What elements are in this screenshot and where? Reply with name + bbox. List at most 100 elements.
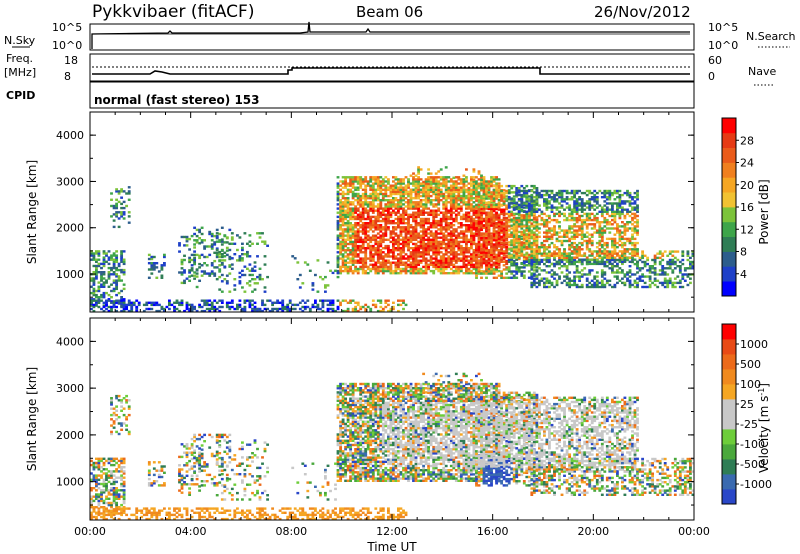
- data-cell: [354, 238, 358, 241]
- data-cell: [485, 261, 488, 264]
- data-cell: [349, 201, 353, 204]
- data-cell: [402, 207, 405, 210]
- data-cell: [404, 213, 408, 216]
- data-cell: [354, 301, 358, 304]
- data-cell: [102, 309, 106, 313]
- data-cell: [364, 194, 368, 198]
- data-cell: [359, 215, 363, 219]
- data-cell: [480, 176, 483, 179]
- data-cell: [490, 247, 493, 250]
- data-cell: [439, 265, 443, 269]
- data-cell: [545, 208, 549, 211]
- data-cell: [575, 212, 579, 216]
- data-cell: [472, 201, 476, 204]
- data-cell: [527, 204, 531, 207]
- data-cell: [344, 249, 348, 252]
- data-cell: [200, 253, 204, 257]
- data-cell: [341, 192, 345, 196]
- data-cell: [510, 272, 514, 275]
- data-cell: [268, 299, 272, 302]
- data-cell: [459, 269, 463, 273]
- data-cell: [530, 235, 534, 238]
- data-cell: [439, 178, 443, 181]
- data-cell: [349, 236, 353, 239]
- data-cell: [417, 182, 421, 185]
- data-cell: [621, 202, 624, 205]
- data-cell: [339, 219, 343, 223]
- data-cell: [490, 234, 493, 238]
- cpid-label: CPID: [6, 89, 35, 102]
- data-cell: [392, 176, 395, 179]
- data-cell: [407, 203, 410, 206]
- data-cell: [220, 301, 224, 304]
- data-cell: [457, 226, 461, 229]
- data-cell: [371, 265, 375, 269]
- data-cell: [339, 232, 343, 235]
- data-cell: [459, 249, 463, 252]
- data-cell: [122, 271, 126, 274]
- data-cell: [163, 307, 166, 311]
- data-cell: [477, 249, 481, 252]
- data-cell: [351, 213, 355, 216]
- data-cell: [467, 192, 471, 196]
- data-cell: [392, 236, 395, 239]
- data-cell: [492, 209, 496, 213]
- data-cell: [341, 224, 345, 227]
- data-cell: [595, 218, 599, 222]
- data-cell: [354, 194, 358, 198]
- data-cell: [100, 266, 103, 270]
- data-cell: [548, 193, 551, 197]
- data-cell: [397, 226, 400, 229]
- data-cell: [409, 213, 413, 216]
- data-cell: [200, 264, 204, 267]
- data-cell: [402, 247, 405, 250]
- data-cell: [472, 240, 476, 244]
- data-cell: [399, 230, 403, 233]
- data-cell: [457, 192, 461, 196]
- data-cell: [397, 299, 400, 302]
- data-cell: [359, 182, 363, 185]
- data-cell: [356, 244, 360, 248]
- data-cell: [600, 235, 604, 238]
- data-cell: [110, 254, 113, 257]
- data-cell: [613, 198, 617, 201]
- data-cell: [611, 206, 614, 209]
- data-cell: [472, 180, 476, 183]
- data-cell: [366, 230, 370, 233]
- data-cell: [351, 242, 355, 246]
- data-cell: [336, 236, 340, 239]
- data-cell: [339, 234, 343, 237]
- data-cell: [336, 307, 340, 311]
- data-cell: [616, 231, 619, 234]
- data-cell: [218, 255, 222, 259]
- data-cell: [213, 272, 217, 275]
- data-cell: [447, 257, 451, 260]
- data-cell: [407, 244, 410, 248]
- data-cell: [424, 247, 428, 250]
- data-cell: [409, 261, 413, 264]
- data-cell: [543, 252, 546, 255]
- data-cell: [522, 187, 526, 190]
- data-cell: [389, 309, 393, 313]
- data-cell: [389, 234, 393, 237]
- data-cell: [183, 254, 186, 257]
- data-cell: [530, 237, 534, 240]
- data-cell: [404, 240, 408, 244]
- data-cell: [470, 247, 473, 250]
- data-cell: [95, 302, 98, 305]
- data-cell: [100, 285, 103, 288]
- data-cell: [578, 214, 582, 218]
- data-cell: [321, 303, 325, 307]
- data-cell: [225, 280, 229, 283]
- data-cell: [459, 240, 463, 244]
- data-cell: [183, 279, 186, 282]
- data-cell: [510, 249, 514, 252]
- data-cell: [417, 203, 421, 206]
- data-cell: [281, 309, 285, 313]
- data-cell: [475, 214, 478, 217]
- data-cell: [565, 202, 569, 205]
- data-cell: [517, 206, 521, 209]
- data-cell: [384, 305, 388, 309]
- data-cell: [359, 230, 363, 233]
- data-cell: [502, 202, 506, 205]
